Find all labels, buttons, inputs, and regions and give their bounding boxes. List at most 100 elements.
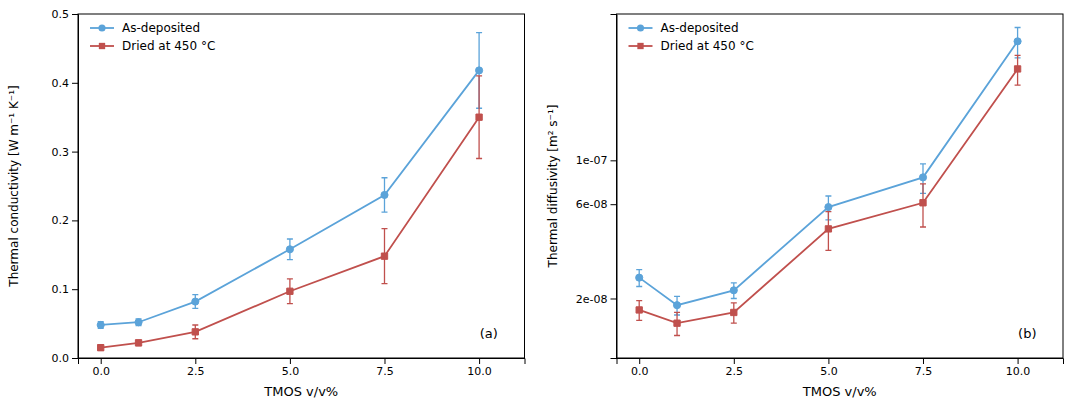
legend-label: Dried at 450 °C — [122, 39, 215, 53]
error-bar — [136, 340, 142, 346]
marker — [920, 200, 926, 206]
axis-line — [79, 359, 526, 365]
panel: 0.02.55.07.510.00.00.10.20.30.40.5TMOS v… — [7, 8, 525, 399]
tick-label: 2.5 — [187, 365, 205, 378]
tick: 6e-08 — [576, 198, 617, 211]
tick-label: 0.1 — [52, 283, 70, 296]
series — [636, 55, 1021, 335]
tick-label: 6e-08 — [576, 198, 608, 211]
tick-label: 2.5 — [726, 365, 744, 378]
marker — [135, 340, 141, 346]
legend-marker — [98, 24, 105, 31]
tick-mark — [290, 358, 291, 364]
error-bar — [287, 239, 293, 260]
tick-mark — [828, 358, 829, 364]
legend-marker — [637, 43, 643, 49]
marker — [673, 302, 680, 309]
error-bar — [636, 301, 642, 321]
axis-line — [617, 359, 1064, 365]
tick: 5.0 — [282, 358, 300, 378]
error-bar — [636, 270, 642, 287]
tick-label: 0.4 — [52, 77, 70, 90]
line — [639, 69, 1017, 323]
error-bar — [381, 229, 387, 284]
annotation: (b) — [1018, 326, 1036, 341]
plot-frame — [78, 14, 525, 358]
marker — [476, 67, 483, 74]
annotation: (a) — [480, 326, 498, 341]
tick-mark — [1018, 358, 1019, 364]
error-bar — [1015, 27, 1021, 57]
legend-item: Dried at 450 °C — [629, 39, 754, 53]
tick-mark — [72, 14, 78, 15]
series — [97, 33, 483, 329]
tick-label: 0.0 — [631, 365, 649, 378]
plot-area — [97, 33, 483, 351]
tick-mark — [72, 220, 78, 221]
legend-marker — [99, 43, 105, 49]
tick-label: 10.0 — [1006, 365, 1031, 378]
tick: 7.5 — [376, 358, 394, 378]
tick-label: 5.0 — [820, 365, 838, 378]
tick-mark — [611, 160, 617, 161]
line — [101, 117, 479, 347]
plot-area — [636, 27, 1022, 335]
marker — [825, 226, 831, 232]
tick: 0.4 — [52, 77, 79, 90]
tick: 5.0 — [820, 358, 838, 378]
tick: 0.3 — [52, 146, 79, 159]
x-axis: 0.0 2.5 5.0 7.5 10.0 — [617, 358, 1064, 378]
tick-label: 1e-07 — [576, 154, 608, 167]
tick-label: 0.2 — [52, 214, 70, 227]
tick: 10.0 — [467, 358, 492, 378]
tick: 2.5 — [726, 358, 744, 378]
marker — [381, 253, 387, 259]
marker — [287, 288, 293, 294]
error-bar — [1015, 55, 1021, 85]
marker — [98, 345, 104, 351]
error-bar — [98, 322, 104, 329]
x-axis: 0.0 2.5 5.0 7.5 10.0 — [79, 358, 526, 378]
tick-mark — [923, 358, 924, 364]
error-bar — [825, 212, 831, 251]
tick-label: 7.5 — [915, 365, 933, 378]
tick-label: 0.3 — [52, 146, 70, 159]
tick: 0.0 — [92, 358, 110, 378]
tick-mark — [479, 358, 480, 364]
tick-mark — [611, 298, 617, 299]
tick-label: 0.5 — [52, 8, 70, 21]
tick-mark — [72, 358, 78, 359]
tick: 0.2 — [52, 214, 79, 227]
tick-label: 0.0 — [52, 352, 70, 365]
figure: 0.02.55.07.510.00.00.10.20.30.40.5TMOS v… — [0, 0, 1077, 408]
legend-item: As-deposited — [629, 21, 739, 35]
tick-mark — [195, 358, 196, 364]
marker — [636, 274, 643, 281]
line — [639, 41, 1017, 305]
legend-label: As-deposited — [661, 21, 739, 35]
error-bar — [192, 325, 198, 339]
line — [101, 70, 479, 325]
legend-label: Dried at 450 °C — [661, 39, 754, 53]
y-axis-title: Thermal diffusivity [m² s⁻¹] — [546, 105, 560, 269]
legend-item: As-deposited — [90, 21, 200, 35]
tick: 7.5 — [915, 358, 933, 378]
tick: 1e-07 — [576, 154, 617, 167]
tick-mark — [384, 358, 385, 364]
tick-label: 5.0 — [282, 365, 300, 378]
tick-mark — [72, 83, 78, 84]
marker — [1014, 66, 1020, 72]
tick-label: 0.0 — [92, 365, 110, 378]
error-bar — [920, 184, 926, 227]
error-bar — [381, 178, 387, 212]
marker — [919, 174, 926, 181]
tick: 2.5 — [187, 358, 205, 378]
tick: 0.5 — [52, 8, 79, 21]
tick: 0.0 — [52, 352, 79, 365]
tick: 0.1 — [52, 283, 79, 296]
marker — [192, 329, 198, 335]
y-axis-title: Thermal conductivity [W m⁻¹ K⁻¹] — [7, 85, 21, 287]
marker — [825, 204, 832, 211]
tick-mark — [611, 204, 617, 205]
tick-mark — [72, 289, 78, 290]
